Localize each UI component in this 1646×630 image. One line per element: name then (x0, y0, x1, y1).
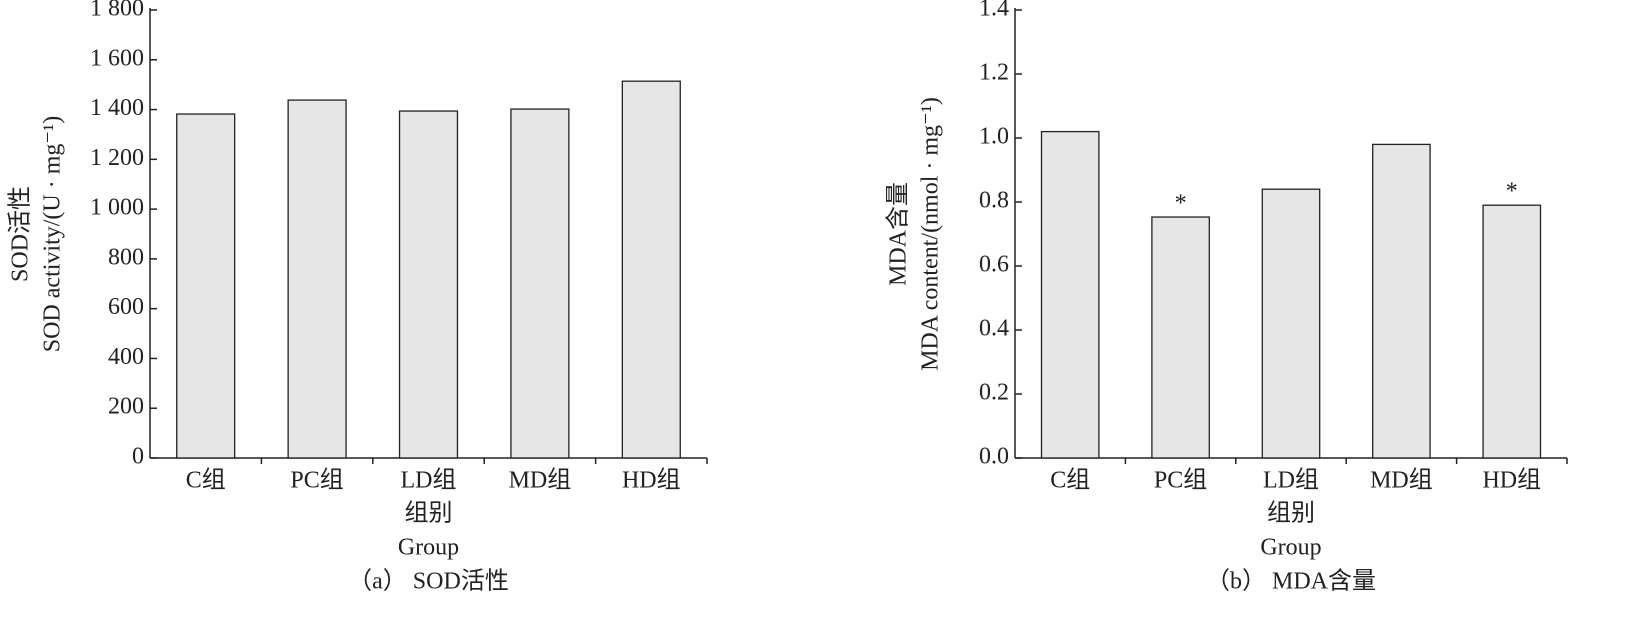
y-tick-label: 1 200 (90, 145, 144, 171)
bar (1151, 216, 1210, 459)
bar (1482, 204, 1542, 459)
y-tick-label: 1 600 (90, 45, 144, 71)
y-tick-label: 800 (108, 244, 144, 270)
x-tick-label: MD组 (509, 467, 572, 494)
y-tick-label: 0.4 (979, 316, 1009, 342)
bar (1040, 130, 1100, 459)
bar (1261, 188, 1321, 459)
y-tick-label: 0.6 (979, 252, 1009, 278)
x-tick-label: MD组 (1370, 467, 1433, 494)
y-tick-label: 0.0 (979, 444, 1009, 470)
bar (176, 113, 236, 459)
x-tick-label: C组 (186, 467, 226, 494)
x-tick-label: PC组 (290, 467, 343, 494)
bar (621, 80, 681, 459)
y-tick-label: 1.2 (979, 60, 1009, 86)
x-tick-label: LD组 (1263, 467, 1319, 494)
caption: （b） MDA含量 (1206, 568, 1376, 595)
x-axis-label: Group (1260, 535, 1321, 561)
x-axis-label: 组别 (1267, 500, 1315, 527)
bar (1372, 143, 1431, 459)
y-axis-label: MDA content/(nmol · mg⁻¹) (918, 97, 944, 371)
x-tick-label: PC组 (1154, 467, 1207, 494)
y-axis-label: SOD activity/(U · mg⁻¹) (40, 116, 66, 353)
y-tick-label: 0 (132, 444, 144, 470)
bar (510, 108, 570, 459)
bar (398, 110, 459, 459)
y-tick-label: 400 (108, 344, 144, 370)
x-tick-label: LD组 (401, 467, 457, 494)
y-tick-label: 1 800 (90, 0, 144, 22)
x-axis-label: 组别 (405, 500, 453, 527)
significance-mark: * (1506, 179, 1518, 205)
y-tick-label: 600 (108, 294, 144, 320)
caption: （a） SOD活性 (348, 568, 509, 595)
x-tick-label: HD组 (622, 467, 681, 494)
x-tick-label: C组 (1050, 467, 1090, 494)
y-tick-label: 1.0 (979, 124, 1009, 150)
x-axis-label: Group (398, 535, 459, 561)
y-tick-label: 0.2 (979, 380, 1009, 406)
y-tick-label: 1 400 (90, 95, 144, 121)
significance-mark: * (1175, 191, 1187, 217)
y-axis-label: MDA含量 (885, 182, 912, 286)
x-tick-label: HD组 (1482, 467, 1541, 494)
y-axis-label: SOD活性 (7, 186, 34, 282)
bar (287, 99, 347, 459)
y-tick-label: 0.8 (979, 188, 1009, 214)
y-tick-label: 1 000 (90, 195, 144, 221)
y-tick-label: 1.4 (979, 0, 1009, 22)
y-tick-label: 200 (108, 394, 144, 420)
